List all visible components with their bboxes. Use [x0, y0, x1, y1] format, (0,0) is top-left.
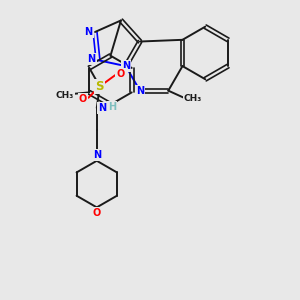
Text: N: N: [98, 103, 106, 113]
Text: N: N: [84, 27, 92, 37]
Text: O: O: [116, 69, 125, 79]
Text: N: N: [93, 150, 101, 161]
Text: S: S: [95, 80, 104, 93]
Text: N: N: [122, 61, 130, 71]
Text: O: O: [93, 208, 101, 218]
Text: N: N: [136, 86, 144, 96]
Text: O: O: [79, 94, 87, 104]
Text: H: H: [108, 102, 116, 112]
Text: CH₃: CH₃: [184, 94, 202, 103]
Text: CH₃: CH₃: [56, 91, 74, 100]
Text: N: N: [87, 54, 95, 64]
